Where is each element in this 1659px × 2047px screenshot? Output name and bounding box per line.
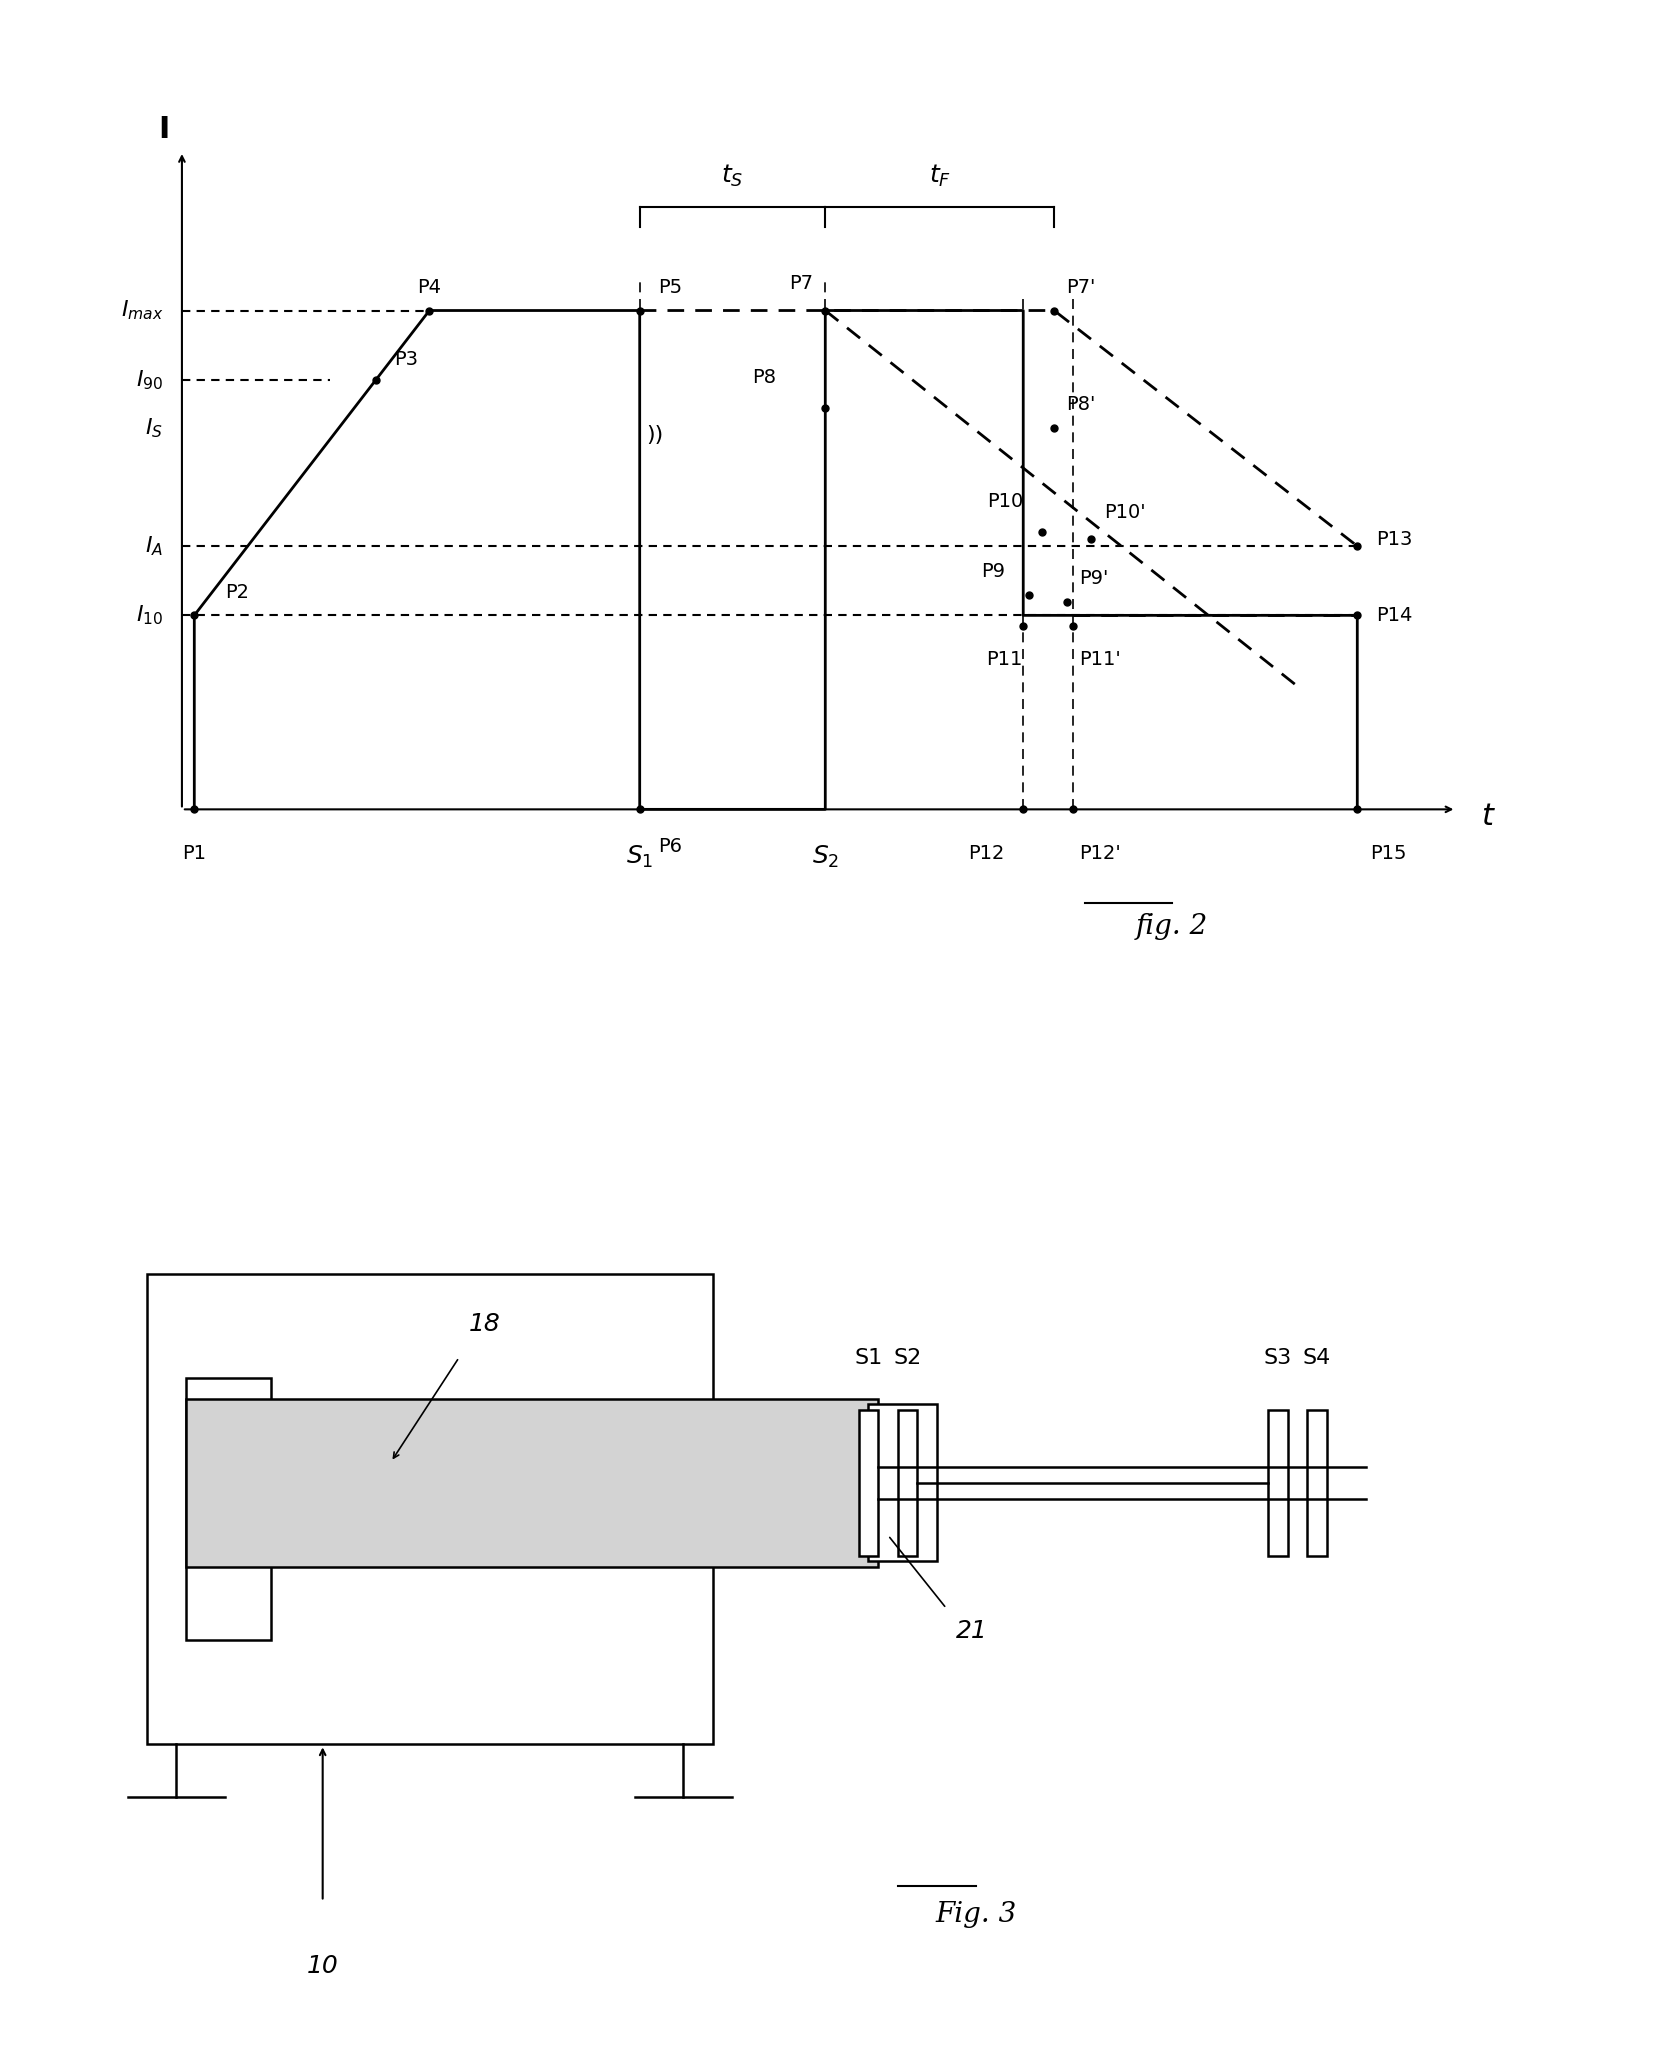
Text: P3: P3 (395, 350, 418, 368)
Text: P7: P7 (790, 274, 813, 293)
Text: 21: 21 (956, 1619, 989, 1644)
Text: $I_A$: $I_A$ (146, 534, 163, 559)
Text: $S_2$: $S_2$ (811, 843, 839, 870)
Text: P4: P4 (418, 278, 441, 297)
Text: S3: S3 (1264, 1347, 1292, 1367)
Bar (186, 1400, 878, 1566)
Text: P7': P7' (1067, 278, 1097, 297)
Text: $I_{max}$: $I_{max}$ (121, 299, 163, 321)
Text: P12: P12 (969, 843, 1005, 864)
Bar (1267, 1410, 1287, 1556)
Text: P2: P2 (226, 583, 249, 602)
Text: $I_{10}$: $I_{10}$ (136, 604, 163, 626)
Text: $t_F$: $t_F$ (929, 164, 951, 188)
Text: P12': P12' (1078, 843, 1121, 864)
Text: P8: P8 (752, 368, 776, 387)
Text: P11': P11' (1078, 651, 1121, 669)
Text: P1: P1 (182, 843, 206, 864)
Bar (1307, 1410, 1327, 1556)
Text: Fig. 3: Fig. 3 (936, 1902, 1017, 1928)
Text: 18: 18 (469, 1312, 501, 1337)
Text: S2: S2 (893, 1347, 922, 1367)
Bar (148, 1273, 713, 1744)
Text: P6: P6 (659, 837, 682, 856)
Text: P9: P9 (980, 561, 1005, 581)
Text: fig. 2: fig. 2 (1135, 913, 1208, 940)
Text: $t_S$: $t_S$ (722, 164, 743, 188)
Text: S1: S1 (854, 1347, 883, 1367)
Text: $t$: $t$ (1481, 802, 1496, 831)
Text: )): )) (645, 426, 664, 446)
Text: $\mathbf{I}$: $\mathbf{I}$ (158, 115, 169, 143)
Bar (186, 1378, 270, 1640)
Text: P10': P10' (1103, 504, 1145, 522)
Text: P11: P11 (987, 651, 1024, 669)
Bar (859, 1410, 878, 1556)
Text: P9': P9' (1078, 569, 1108, 587)
Text: $I_S$: $I_S$ (146, 416, 163, 440)
Text: P10: P10 (987, 493, 1024, 512)
Text: P8': P8' (1067, 395, 1097, 413)
Bar (869, 1404, 937, 1562)
Text: P5: P5 (659, 278, 682, 297)
Text: 10: 10 (307, 1953, 338, 1977)
Text: P13: P13 (1375, 530, 1412, 549)
Text: $S_1$: $S_1$ (625, 843, 654, 870)
Bar (898, 1410, 917, 1556)
Text: P14: P14 (1375, 606, 1412, 624)
Text: P15: P15 (1370, 843, 1407, 864)
Text: S4: S4 (1302, 1347, 1331, 1367)
Text: $I_{90}$: $I_{90}$ (136, 368, 163, 391)
